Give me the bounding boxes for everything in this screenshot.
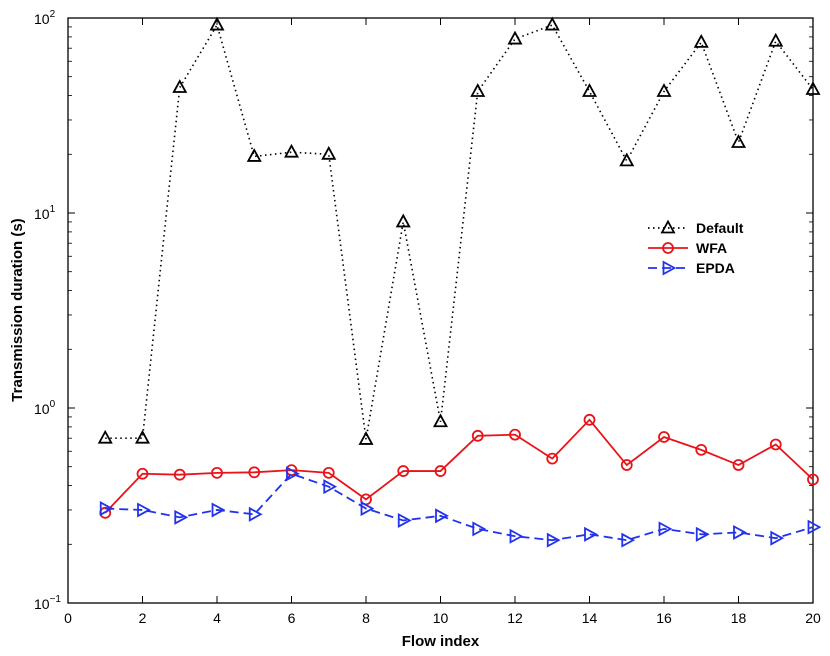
data-point-default bbox=[693, 33, 709, 48]
series-line-default bbox=[105, 23, 814, 440]
data-point-wfa bbox=[620, 459, 633, 471]
data-point-epda bbox=[360, 501, 375, 517]
data-point-wfa bbox=[136, 467, 149, 480]
data-point-default bbox=[805, 81, 821, 95]
legend-marker-default bbox=[660, 219, 676, 234]
data-point-epda bbox=[658, 521, 673, 537]
data-point-wfa bbox=[658, 431, 670, 443]
data-point-wfa bbox=[583, 413, 596, 426]
data-point-wfa bbox=[509, 428, 521, 441]
data-point-default bbox=[358, 431, 374, 445]
data-point-wfa bbox=[695, 443, 708, 456]
y-tick-label: 100 bbox=[34, 399, 56, 417]
legend-label-epda: EPDA bbox=[696, 260, 735, 276]
x-tick-label: 16 bbox=[656, 610, 672, 626]
data-point-wfa bbox=[211, 466, 223, 479]
legend-marker-wfa bbox=[662, 242, 674, 254]
x-tick-label: 12 bbox=[507, 610, 523, 626]
data-point-epda bbox=[211, 502, 226, 518]
data-point-epda bbox=[733, 524, 747, 540]
data-point-epda bbox=[621, 532, 636, 548]
series-line-epda bbox=[105, 472, 814, 542]
data-point-default bbox=[432, 413, 449, 428]
data-point-default bbox=[321, 145, 337, 160]
data-point-wfa bbox=[769, 438, 782, 451]
y-tick-label: 101 bbox=[34, 204, 56, 222]
legend: Default WFA EPDA bbox=[642, 214, 756, 283]
data-point-default bbox=[730, 134, 747, 148]
x-tick-label: 18 bbox=[731, 610, 747, 626]
data-point-epda bbox=[695, 526, 710, 542]
data-point-epda bbox=[472, 521, 487, 537]
x-tick-label: 20 bbox=[805, 610, 821, 626]
data-point-default bbox=[507, 30, 523, 45]
data-point-default bbox=[283, 143, 300, 158]
data-point-epda bbox=[584, 526, 598, 542]
data-point-default bbox=[209, 16, 225, 31]
data-point-wfa bbox=[397, 465, 410, 477]
x-tick-label: 6 bbox=[288, 610, 296, 626]
data-point-default bbox=[656, 83, 672, 97]
data-point-default bbox=[246, 148, 262, 162]
data-point-epda bbox=[137, 502, 151, 518]
legend-marker-epda bbox=[662, 260, 677, 276]
data-point-wfa bbox=[173, 468, 186, 481]
y-tick-label: 10−1 bbox=[34, 594, 61, 612]
data-point-default bbox=[470, 83, 486, 97]
data-point-default bbox=[172, 79, 188, 93]
data-point-epda bbox=[509, 528, 524, 544]
data-point-default bbox=[581, 83, 598, 97]
x-tick-label: 8 bbox=[362, 610, 370, 626]
data-point-epda bbox=[99, 501, 114, 517]
data-point-epda bbox=[174, 509, 189, 525]
data-point-wfa bbox=[434, 465, 447, 477]
data-point-wfa bbox=[546, 452, 559, 465]
data-point-wfa bbox=[322, 466, 335, 479]
y-axis-title: Transmission duration (s) bbox=[9, 218, 26, 401]
data-point-epda bbox=[435, 508, 449, 524]
data-point-epda bbox=[248, 506, 263, 522]
x-tick-label: 2 bbox=[139, 610, 147, 626]
data-point-wfa bbox=[732, 459, 745, 471]
data-point-wfa bbox=[248, 466, 261, 479]
data-point-default bbox=[619, 152, 635, 167]
data-point-epda bbox=[323, 479, 338, 495]
legend-label-wfa: WFA bbox=[696, 240, 727, 256]
data-point-wfa bbox=[471, 429, 484, 442]
x-tick-label: 0 bbox=[64, 610, 72, 626]
series-wfa bbox=[99, 413, 819, 519]
data-point-default bbox=[768, 32, 784, 47]
x-axis-title: Flow index bbox=[402, 633, 480, 650]
y-tick-label: 102 bbox=[34, 9, 56, 27]
x-tick-label: 10 bbox=[433, 610, 449, 626]
series-line-wfa bbox=[104, 418, 814, 514]
data-point-epda bbox=[397, 512, 412, 528]
legend-label-default: Default bbox=[696, 220, 744, 236]
data-point-default bbox=[395, 213, 411, 228]
data-point-epda bbox=[286, 466, 300, 482]
data-point-default bbox=[97, 429, 113, 444]
data-point-wfa bbox=[807, 473, 819, 486]
series-epda bbox=[99, 466, 822, 548]
data-point-epda bbox=[546, 532, 561, 548]
data-point-epda bbox=[770, 530, 785, 546]
x-tick-label: 14 bbox=[582, 610, 598, 626]
data-point-epda bbox=[807, 519, 822, 535]
data-point-default bbox=[134, 429, 151, 444]
series-default bbox=[97, 16, 821, 445]
data-point-default bbox=[544, 16, 560, 31]
x-tick-label: 4 bbox=[213, 610, 221, 626]
